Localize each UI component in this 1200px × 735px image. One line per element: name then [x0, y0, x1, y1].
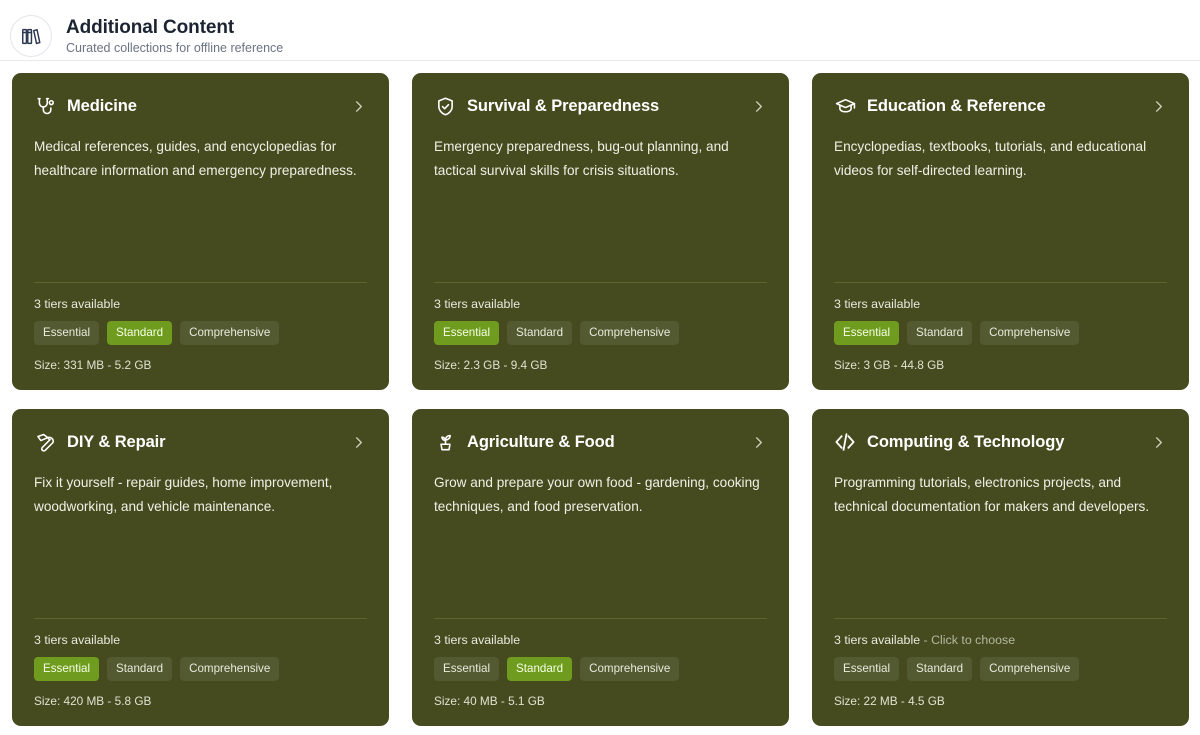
tier-chip-comprehensive[interactable]: Comprehensive — [580, 657, 680, 681]
size-label: Size: 331 MB - 5.2 GB — [34, 358, 152, 372]
tier-chip-comprehensive[interactable]: Comprehensive — [180, 321, 280, 345]
tiers-count-text: 3 tiers available — [834, 633, 921, 647]
card-title: Education & Reference — [867, 96, 1046, 115]
size-label: Size: 22 MB - 4.5 GB — [834, 694, 945, 708]
chevron-right-icon[interactable] — [749, 433, 767, 451]
shield-check-icon — [434, 95, 456, 117]
tier-selector[interactable]: Essential Standard Comprehensive — [834, 321, 1167, 345]
tier-chip-essential[interactable]: Essential — [34, 321, 100, 345]
card-spacer — [34, 518, 367, 618]
tier-chip-essential[interactable]: Essential — [434, 657, 500, 681]
card-description: Grow and prepare your own food - gardeni… — [434, 475, 760, 514]
card-description: Encyclopedias, textbooks, tutorials, and… — [834, 139, 1147, 178]
card-divider — [34, 282, 367, 283]
content-card[interactable]: Education & Reference Encyclopedias, text… — [812, 73, 1189, 390]
card-header: Computing & Technology — [834, 431, 1167, 453]
page-title: Additional Content — [66, 17, 235, 38]
content-card[interactable]: Survival & Preparedness Emergency prepare… — [412, 73, 789, 390]
card-spacer — [834, 182, 1167, 282]
tiers-count-text: 3 tiers available — [34, 297, 121, 311]
card-spacer — [34, 182, 367, 282]
tier-chip-standard[interactable]: Standard — [107, 321, 173, 345]
tier-selector[interactable]: Essential Standard Comprehensive — [34, 657, 367, 681]
tiers-count-text: 3 tiers available — [434, 633, 521, 647]
tiers-available-label: 3 tiers available — [34, 297, 367, 312]
tier-chip-comprehensive[interactable]: Comprehensive — [580, 321, 680, 345]
page-header: Additional Content Curated collections f… — [0, 0, 1200, 61]
tiers-count-text: 3 tiers available — [434, 297, 521, 311]
size-label: Size: 2.3 GB - 9.4 GB — [434, 358, 548, 372]
content-card[interactable]: Computing & Technology Programming tutori… — [812, 409, 1189, 726]
card-title: Medicine — [67, 96, 137, 115]
card-title: Agriculture & Food — [467, 432, 615, 451]
library-books-icon — [10, 15, 52, 57]
card-header: Education & Reference — [834, 95, 1167, 117]
chevron-right-icon[interactable] — [349, 97, 367, 115]
tiers-count-text: 3 tiers available — [34, 633, 121, 647]
card-description: Programming tutorials, electronics proje… — [834, 475, 1150, 514]
card-divider — [834, 282, 1167, 283]
tier-chip-essential[interactable]: Essential — [434, 321, 500, 345]
card-header: DIY & Repair — [34, 431, 367, 453]
chevron-right-icon[interactable] — [1149, 97, 1167, 115]
content-card[interactable]: Agriculture & Food Grow and prepare your … — [412, 409, 789, 726]
tier-selector[interactable]: Essential Standard Comprehensive — [834, 657, 1167, 681]
tier-chip-standard[interactable]: Standard — [907, 657, 973, 681]
card-divider — [834, 618, 1167, 619]
tier-chip-essential[interactable]: Essential — [834, 321, 900, 345]
card-header: Survival & Preparedness — [434, 95, 767, 117]
card-title: Computing & Technology — [867, 432, 1065, 451]
size-label: Size: 40 MB - 5.1 GB — [434, 694, 545, 708]
tier-chip-standard[interactable]: Standard — [507, 657, 573, 681]
tiers-hint-text: - Click to choose — [920, 633, 1016, 647]
page-subtitle: Curated collections for offline referenc… — [66, 41, 284, 55]
card-spacer — [434, 182, 767, 282]
code-brackets-icon — [834, 431, 856, 453]
card-spacer — [834, 518, 1167, 618]
chevron-right-icon[interactable] — [1149, 433, 1167, 451]
tiers-available-label: 3 tiers available — [434, 297, 767, 312]
content-card[interactable]: Medicine Medical references, guides, and … — [12, 73, 389, 390]
tier-chip-essential[interactable]: Essential — [34, 657, 100, 681]
card-title: DIY & Repair — [67, 432, 166, 451]
tier-selector[interactable]: Essential Standard Comprehensive — [34, 321, 367, 345]
tier-selector[interactable]: Essential Standard Comprehensive — [434, 321, 767, 345]
stethoscope-icon — [34, 95, 56, 117]
tier-chip-standard[interactable]: Standard — [907, 321, 973, 345]
card-spacer — [434, 518, 767, 618]
card-description: Medical references, guides, and encyclop… — [34, 139, 357, 178]
card-description: Fix it yourself - repair guides, home im… — [34, 475, 333, 514]
tier-chip-standard[interactable]: Standard — [507, 321, 573, 345]
card-title: Survival & Preparedness — [467, 96, 660, 115]
tiers-count-text: 3 tiers available — [834, 297, 921, 311]
chevron-right-icon[interactable] — [349, 433, 367, 451]
card-header: Agriculture & Food — [434, 431, 767, 453]
tiers-available-label: 3 tiers available - Click to choose — [834, 633, 1167, 648]
tiers-available-label: 3 tiers available — [834, 297, 1167, 312]
wrench-icon — [34, 431, 56, 453]
tier-chip-comprehensive[interactable]: Comprehensive — [980, 657, 1080, 681]
tiers-available-label: 3 tiers available — [34, 633, 367, 648]
chevron-right-icon[interactable] — [749, 97, 767, 115]
tier-chip-comprehensive[interactable]: Comprehensive — [180, 657, 280, 681]
size-label: Size: 3 GB - 44.8 GB — [834, 358, 945, 372]
card-divider — [434, 282, 767, 283]
tier-chip-essential[interactable]: Essential — [834, 657, 900, 681]
card-description: Emergency preparedness, bug-out planning… — [434, 139, 729, 178]
tier-chip-comprehensive[interactable]: Comprehensive — [980, 321, 1080, 345]
tier-selector[interactable]: Essential Standard Comprehensive — [434, 657, 767, 681]
size-label: Size: 420 MB - 5.8 GB — [34, 694, 152, 708]
tiers-available-label: 3 tiers available — [434, 633, 767, 648]
content-card-grid: Medicine Medical references, guides, and … — [0, 61, 1200, 726]
card-divider — [34, 618, 367, 619]
card-divider — [434, 618, 767, 619]
seedling-plant-icon — [434, 431, 456, 453]
tier-chip-standard[interactable]: Standard — [107, 657, 173, 681]
card-header: Medicine — [34, 95, 367, 117]
content-card[interactable]: DIY & Repair Fix it yourself - repair gui… — [12, 409, 389, 726]
graduation-cap-icon — [834, 95, 856, 117]
